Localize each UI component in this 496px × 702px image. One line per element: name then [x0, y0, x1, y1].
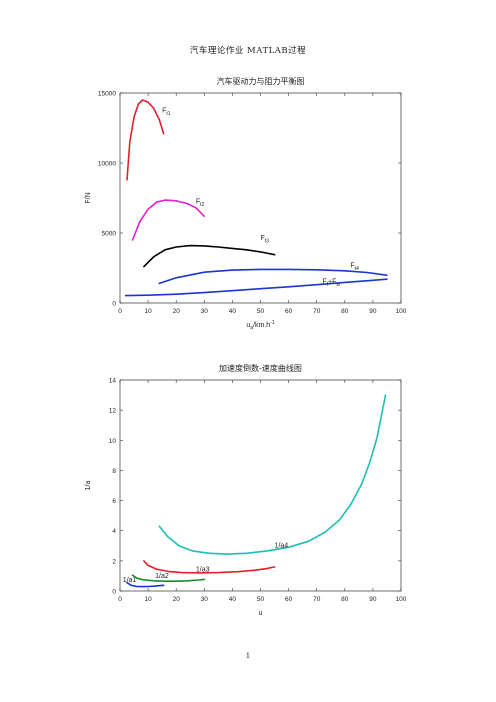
y-tick-label: 15000 — [98, 91, 116, 98]
y-axis-label: 1/a — [85, 481, 92, 491]
x-tick-label: 40 — [229, 596, 237, 603]
series-line-1 — [126, 99, 165, 181]
x-tick-label: 30 — [201, 596, 209, 603]
x-tick-label: 0 — [118, 596, 122, 603]
chart-2: 加速度倒数-速度曲线图 0 10 20 30 40 50 60 70 80 90 100 0 2 4 6 8 10… — [85, 363, 407, 617]
y-tick-label: 0 — [112, 301, 116, 308]
series-line-4 — [158, 394, 387, 555]
series-line-1 — [126, 581, 165, 588]
series-line-4 — [158, 268, 388, 285]
series-label-3: Ft3 — [261, 235, 270, 245]
series-line-5 — [124, 278, 388, 297]
x-tick-label: 50 — [257, 596, 265, 603]
series-line-2 — [131, 199, 206, 241]
series-label-4: Ft4 — [350, 262, 359, 272]
x-tick-label: 60 — [285, 308, 293, 315]
x-tick-label: 40 — [229, 308, 237, 315]
series-line-3 — [143, 560, 276, 574]
series-label-2: Ft2 — [196, 199, 205, 209]
x-tick-label: 50 — [257, 308, 265, 315]
y-tick-label: 5000 — [102, 231, 117, 238]
y-tick-label: 14 — [109, 378, 117, 385]
y-tick-label: 0 — [112, 589, 116, 596]
series-label-3: 1/a3 — [196, 566, 210, 573]
chart-1: 汽车驱动力与阻力平衡图 0 10 20 30 40 50 60 70 80 90 100 0 5000 10… — [85, 76, 407, 331]
y-tick-label: 8 — [112, 468, 116, 475]
y-tick-label: 10 — [109, 438, 117, 445]
x-tick-label: 70 — [313, 596, 321, 603]
chart-title: 汽车驱动力与阻力平衡图 — [217, 76, 305, 86]
x-tick-label: 20 — [173, 596, 181, 603]
y-tick-label: 4 — [112, 528, 116, 535]
page-number: 1 — [245, 652, 251, 660]
series-label-5: Ff+Fw — [322, 278, 340, 288]
x-tick-label: 80 — [341, 596, 349, 603]
x-tick-label: 90 — [369, 596, 377, 603]
x-tick-label: 90 — [369, 308, 377, 315]
y-tick-label: 10000 — [98, 161, 116, 168]
series-label-1: 1/a1 — [123, 577, 137, 584]
y-tick-label: 2 — [112, 558, 116, 565]
x-tick-label: 10 — [144, 308, 152, 315]
series-label-2: 1/a2 — [155, 573, 169, 580]
y-tick-label: 12 — [109, 408, 117, 415]
x-tick-label: 20 — [173, 308, 181, 315]
x-tick-label: 30 — [201, 308, 209, 315]
chart-title: 加速度倒数-速度曲线图 — [219, 363, 302, 373]
document-header: 汽车理论作业 MATLAB过程 — [189, 46, 307, 56]
x-tick-label: 80 — [341, 308, 349, 315]
x-tick-label: 100 — [396, 308, 407, 315]
series-label-1: Ft1 — [162, 108, 171, 118]
series-label-4: 1/a4 — [275, 542, 289, 549]
x-tick-label: 100 — [396, 596, 407, 603]
x-tick-label: 0 — [118, 308, 122, 315]
series-line-2 — [131, 574, 206, 582]
y-tick-label: 6 — [112, 498, 116, 505]
x-tick-label: 60 — [285, 596, 293, 603]
x-axis-label: u — [259, 610, 263, 617]
series-line-3 — [143, 244, 276, 268]
plot-frame — [119, 379, 402, 592]
y-axis-label: F/N — [85, 192, 92, 203]
x-tick-label: 10 — [144, 596, 152, 603]
x-tick-label: 70 — [313, 308, 321, 315]
x-axis-label: ua/km.h-1 — [246, 320, 274, 331]
